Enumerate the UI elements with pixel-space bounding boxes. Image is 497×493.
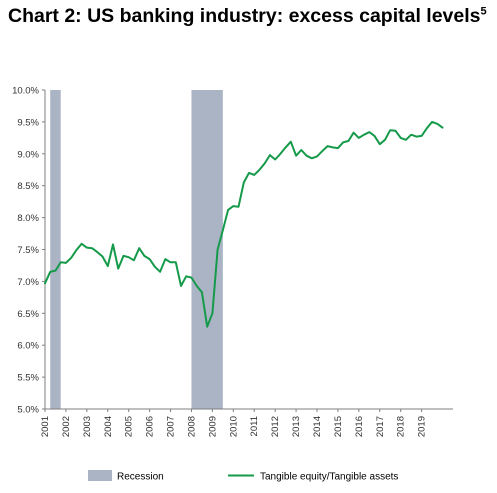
x-tick-label: 2001	[40, 416, 51, 437]
x-tick-label: 2015	[333, 416, 344, 437]
x-tick-label: 2019	[417, 416, 428, 437]
y-tick-label: 5.0%	[17, 405, 39, 416]
legend: Recession Tangible equity/Tangible asset…	[88, 470, 398, 483]
x-tick-label: 2003	[82, 416, 93, 437]
y-tick-label: 6.0%	[17, 341, 39, 352]
chart-title: Chart 2: US banking industry: excess cap…	[8, 4, 492, 29]
y-tick-label: 7.5%	[17, 245, 39, 256]
legend-recession-swatch	[88, 470, 112, 481]
x-tick-label: 2006	[145, 416, 156, 437]
x-tick-label: 2016	[354, 416, 365, 437]
y-tick-label: 7.0%	[17, 277, 39, 288]
y-tick-label: 9.0%	[17, 149, 39, 160]
x-tick-label: 2012	[270, 416, 281, 437]
x-tick-label: 2005	[124, 416, 135, 437]
x-tick-label: 2013	[291, 416, 302, 437]
title-footnote: 5	[480, 5, 487, 18]
x-tick-label: 2002	[61, 416, 72, 437]
series-line-1	[44, 120, 444, 328]
x-tick-label: 2010	[228, 416, 239, 437]
y-tick-label: 8.5%	[17, 181, 39, 192]
y-tick-label: 10.0%	[12, 86, 39, 97]
legend-series-label: Tangible equity/Tangible assets	[260, 472, 398, 483]
x-tick-label: 2007	[166, 416, 177, 437]
legend-recession-label: Recession	[117, 472, 164, 483]
chart-title-text: Chart 2: US banking industry: excess cap…	[8, 5, 481, 27]
recession-band-1	[50, 90, 61, 409]
x-tick-label: 2004	[103, 416, 114, 437]
x-tick-label: 2008	[186, 416, 197, 437]
x-tick-label: 2018	[396, 416, 407, 437]
y-tick-label: 5.5%	[17, 373, 39, 384]
axes: 5.0% 5.5% 6.0% 6.5% 7.0% 7.5% 8.0% 8.5% 9.0% 9.5%…	[12, 86, 453, 437]
series-lines	[44, 120, 444, 328]
x-tick-label: 2009	[207, 416, 218, 437]
x-tick-label: 2011	[249, 416, 260, 436]
y-tick-label: 9.5%	[17, 117, 39, 128]
x-tick-label: 2014	[312, 416, 323, 437]
y-tick-label: 6.5%	[17, 309, 39, 320]
y-tick-label: 8.0%	[17, 213, 39, 224]
x-tick-label: 2017	[375, 416, 386, 437]
